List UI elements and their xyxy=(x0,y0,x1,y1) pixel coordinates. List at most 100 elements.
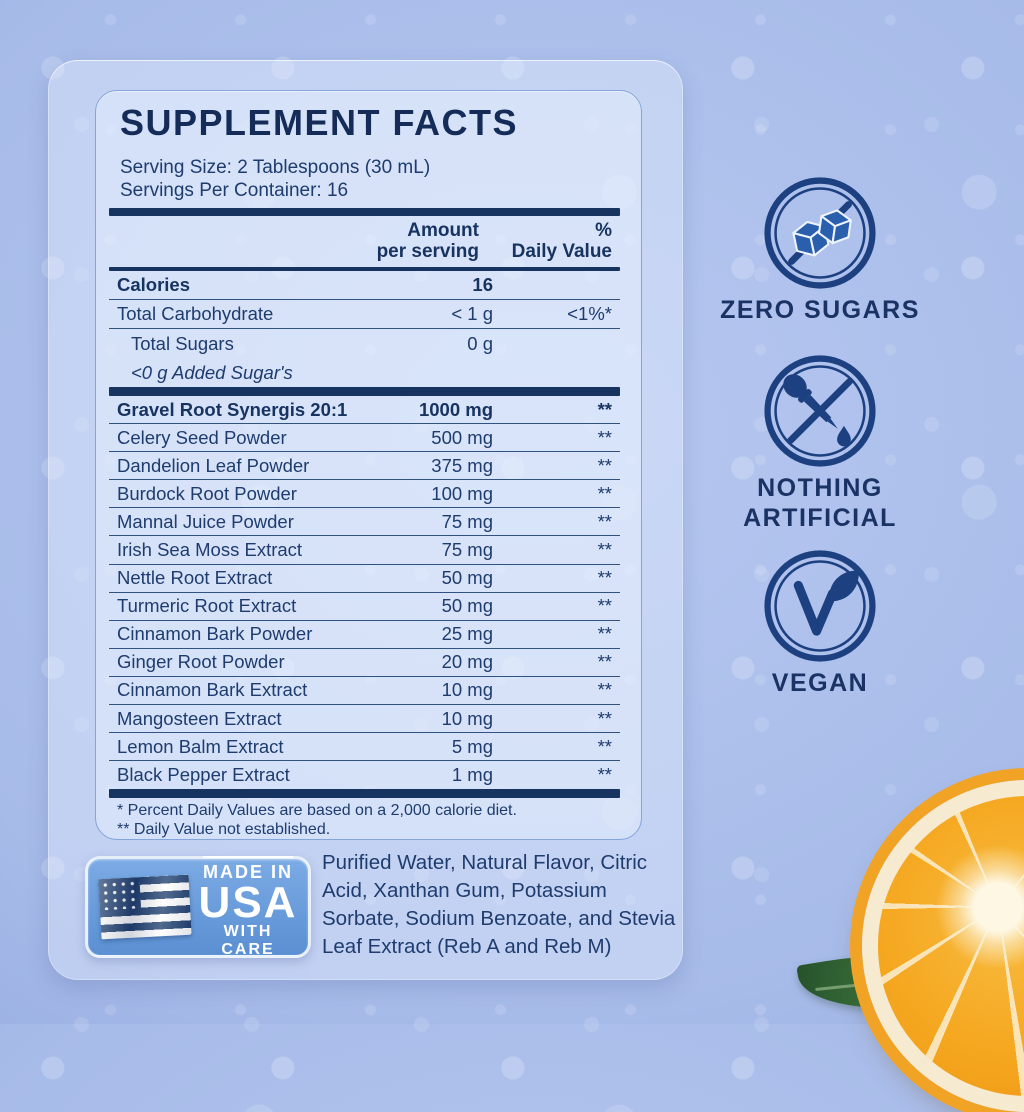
serving-size-text: Serving Size: 2 Tablespoons (30 mL) xyxy=(120,157,431,178)
ingredient-name: Turmeric Root Extract xyxy=(117,595,297,617)
vegan-badge: VEGAN xyxy=(690,549,950,699)
ingredient-dv: ** xyxy=(597,454,612,476)
no-sugar-cubes-icon xyxy=(764,177,876,289)
ingredient-dv: ** xyxy=(597,510,612,532)
ingredient-name: Dandelion Leaf Powder xyxy=(117,454,310,476)
ingredient-amount: 5 mg xyxy=(451,735,493,757)
supplement-row: Celery Seed Powder 500 mg ** xyxy=(109,424,620,453)
usa-flag-icon xyxy=(98,874,192,940)
ingredient-amount: 1000 mg xyxy=(418,398,493,420)
supplement-row: Cinnamon Bark Extract 10 mg ** xyxy=(109,677,620,706)
ingredient-amount: 50 mg xyxy=(441,595,493,617)
ingredient-dv: ** xyxy=(597,623,612,645)
ingredient-dv: ** xyxy=(597,398,612,420)
ingredient-name: Total Sugars xyxy=(131,332,234,354)
ingredient-name: Ginger Root Powder xyxy=(117,651,285,673)
not-established-footnote: ** Daily Value not established. xyxy=(117,820,331,838)
made-in-text: MADE IN xyxy=(203,855,293,883)
supplement-facts-title: SUPPLEMENT FACTS xyxy=(120,102,519,143)
ingredient-amount: 75 mg xyxy=(441,539,493,561)
supplement-row: Mannal Juice Powder 75 mg ** xyxy=(109,508,620,537)
with-care-text: WITH CARE xyxy=(221,922,275,958)
ingredient-name: Gravel Root Synergis 20:1 xyxy=(117,398,348,420)
supplement-row: Dandelion Leaf Powder 375 mg ** xyxy=(109,452,620,481)
ingredient-dv: ** xyxy=(597,426,612,448)
ingredient-name: Cinnamon Bark Powder xyxy=(117,623,313,645)
amount-column-header: Amount per serving xyxy=(376,220,479,262)
supplement-row: Turmeric Root Extract 50 mg ** xyxy=(109,593,620,621)
ingredient-name: Cinnamon Bark Extract xyxy=(117,679,308,701)
ingredient-amount: 0 g xyxy=(467,332,493,354)
nutrition-row: Total Carbohydrate < 1 g <1%* xyxy=(109,300,620,329)
ingredient-dv: ** xyxy=(597,567,612,589)
nutrition-row: Total Sugars 0 g xyxy=(109,329,620,358)
ingredient-amount: 25 mg xyxy=(441,623,493,645)
supplement-row: Irish Sea Moss Extract 75 mg ** xyxy=(109,536,620,565)
ingredient-name: <0 g Added Sugar's xyxy=(131,361,293,383)
nutrition-rows: Calories 16 Total Carbohydrate < 1 g <1%* Tot… xyxy=(109,271,620,387)
supplement-row: Gravel Root Synergis 20:1 1000 mg ** xyxy=(109,396,620,425)
supplement-row: Lemon Balm Extract 5 mg ** xyxy=(109,733,620,762)
ingredient-name: Calories xyxy=(117,274,191,295)
nutrition-row: Calories 16 xyxy=(109,271,620,300)
ingredient-name: Celery Seed Powder xyxy=(117,426,287,448)
zero-sugars-badge: ZERO SUGARS xyxy=(690,176,950,326)
divider xyxy=(109,267,620,271)
ingredient-name: Mangosteen Extract xyxy=(117,707,282,729)
ingredient-name: Nettle Root Extract xyxy=(117,567,273,589)
header-spacer xyxy=(117,220,363,262)
ingredient-dv: ** xyxy=(597,595,612,617)
ingredient-amount: 20 mg xyxy=(441,651,493,673)
ingredient-dv: ** xyxy=(597,539,612,561)
supplement-row: Black Pepper Extract 1 mg ** xyxy=(109,761,620,789)
vegan-leaf-icon xyxy=(764,550,876,662)
ingredient-amount: < 1 g xyxy=(451,303,493,324)
ingredient-amount: 75 mg xyxy=(441,510,493,532)
divider xyxy=(109,789,620,799)
ingredient-dv: ** xyxy=(597,651,612,673)
divider xyxy=(109,387,620,396)
ingredient-dv: <1%* xyxy=(567,303,612,324)
other-ingredients-text: Purified Water, Natural Flavor, Citric A… xyxy=(322,851,676,958)
ingredient-amount: 1 mg xyxy=(451,764,493,786)
vegan-label: VEGAN xyxy=(771,669,869,697)
ingredient-dv: ** xyxy=(597,707,612,729)
ingredient-name: Irish Sea Moss Extract xyxy=(117,539,303,561)
ingredient-dv: ** xyxy=(597,679,612,701)
ingredient-name: Black Pepper Extract xyxy=(117,764,290,786)
divider xyxy=(109,208,620,216)
zero-sugars-label: ZERO SUGARS xyxy=(720,296,920,324)
ingredient-amount: 500 mg xyxy=(431,426,493,448)
supplement-row: Mangosteen Extract 10 mg ** xyxy=(109,705,620,734)
made-in-usa-badge: MADE IN USA WITH CARE xyxy=(85,855,311,959)
ingredient-name: Burdock Root Powder xyxy=(117,482,297,504)
ingredient-dv: ** xyxy=(597,735,612,757)
ingredient-dv: ** xyxy=(597,482,612,504)
nothing-artificial-badge: NOTHING ARTIFICIAL xyxy=(690,354,950,533)
ingredient-amount: 375 mg xyxy=(431,454,493,476)
servings-per-container-text: Servings Per Container: 16 xyxy=(120,180,349,201)
ingredient-name: Lemon Balm Extract xyxy=(117,735,284,757)
ingredient-amount: 50 mg xyxy=(441,567,493,589)
daily-value-column-header: % Daily Value xyxy=(511,220,612,262)
supplement-row: Burdock Root Powder 100 mg ** xyxy=(109,480,620,509)
supplement-rows: Gravel Root Synergis 20:1 1000 mg ** Celery… xyxy=(109,396,620,789)
footnotes: * Percent Daily Values are based on a 2,… xyxy=(109,798,620,839)
ingredient-amount: 16 xyxy=(472,274,493,295)
supplement-row: Ginger Root Powder 20 mg ** xyxy=(109,649,620,677)
daily-value-footnote: * Percent Daily Values are based on a 2,… xyxy=(117,802,517,820)
table-header: Amount per serving % Daily Value xyxy=(109,216,620,267)
usa-text: USA xyxy=(198,877,298,927)
orange-slice-image xyxy=(862,780,1024,1112)
supplement-row: Cinnamon Bark Powder 25 mg ** xyxy=(109,621,620,649)
nutrition-row: <0 g Added Sugar's xyxy=(109,358,620,387)
ingredient-dv: ** xyxy=(597,764,612,786)
ingredient-amount: 10 mg xyxy=(441,679,493,701)
ingredient-amount: 100 mg xyxy=(431,482,493,504)
ingredient-name: Mannal Juice Powder xyxy=(117,510,294,532)
supplement-row: Nettle Root Extract 50 mg ** xyxy=(109,565,620,593)
ingredient-amount: 10 mg xyxy=(441,707,493,729)
nothing-artificial-label: NOTHING ARTIFICIAL xyxy=(743,474,897,532)
usa-badge-text: MADE IN USA WITH CARE xyxy=(198,855,298,959)
supplement-facts-table: Amount per serving % Daily Value Calorie… xyxy=(109,208,620,839)
